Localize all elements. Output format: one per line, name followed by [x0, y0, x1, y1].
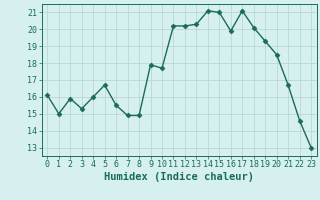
X-axis label: Humidex (Indice chaleur): Humidex (Indice chaleur)	[104, 172, 254, 182]
